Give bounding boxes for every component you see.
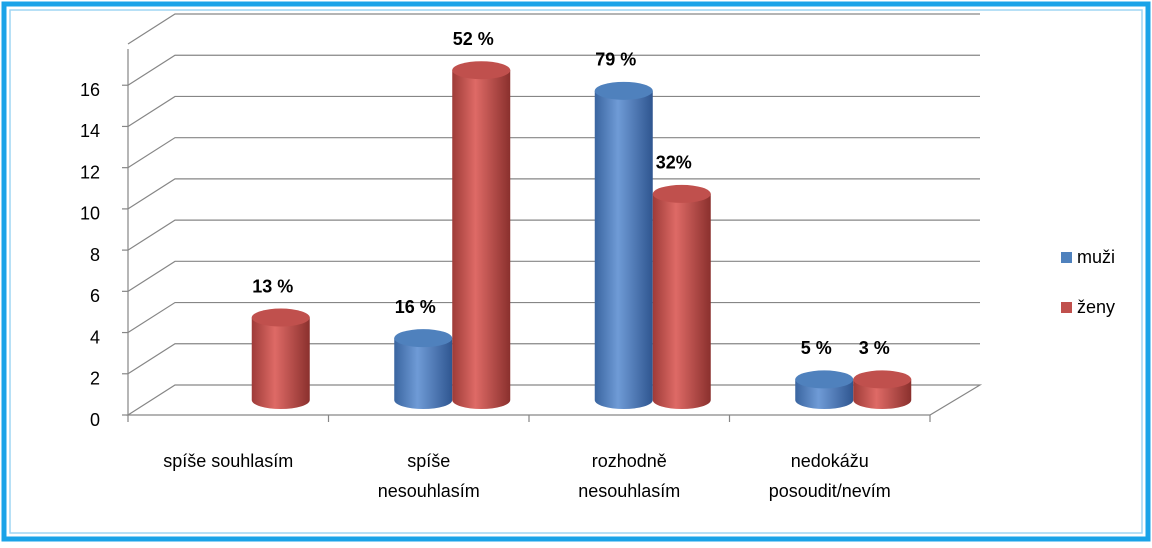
legend-swatch [1061,252,1072,263]
value-label: 52 % [453,29,494,49]
value-label: 3 % [859,338,890,358]
y-tick-label: 6 [90,286,100,306]
y-tick-label: 12 [80,162,100,182]
y-tick-label: 8 [90,245,100,265]
bar [853,370,912,410]
grid-line [127,54,980,86]
bar [452,61,511,410]
bar-top [853,370,912,389]
bar [251,308,310,410]
grid-line [127,301,980,334]
value-label: 13 % [252,276,293,296]
grid-line [127,219,980,251]
grid-line [127,95,980,127]
value-label: 16 % [395,297,436,317]
value-label: 5 % [801,338,832,358]
x-tick-label: spíše nesouhlasím [378,451,480,501]
bar [652,184,711,410]
legend-label: muži [1077,247,1115,267]
x-tick-label: rozhodně nesouhlasím [578,451,680,501]
bar-top [795,370,854,389]
grid-line [127,343,980,375]
grid-line [127,178,980,210]
y-tick-label: 16 [80,80,100,100]
bar-top [452,61,511,80]
bar [795,370,854,410]
bar-top [251,308,310,327]
bar [394,329,453,410]
grid-line [127,260,980,292]
x-tick-label: spíše souhlasím [163,451,293,471]
value-label: 32% [656,153,692,173]
x-tick-label: nedokážu posoudit/nevím [769,451,891,501]
bar-body [594,90,653,410]
grid-line [127,137,980,169]
y-tick-label: 0 [90,410,100,430]
bar-body [394,338,453,410]
legend-swatch [1061,302,1072,313]
y-tick-label: 10 [80,204,100,224]
bar-top [394,329,453,348]
y-tick-label: 2 [90,369,100,389]
bar-body [652,193,711,410]
frame-inner [9,9,1143,534]
bar-body [251,317,310,410]
y-tick-label: 14 [80,121,100,141]
y-tick-label: 4 [90,327,100,347]
bar-top [594,81,653,100]
bar [594,81,653,410]
bar-top [652,184,711,203]
value-label: 79 % [595,50,636,70]
bar-body [452,70,511,410]
floor [125,384,983,416]
grid-line [127,13,980,45]
legend-label: ženy [1077,297,1115,317]
